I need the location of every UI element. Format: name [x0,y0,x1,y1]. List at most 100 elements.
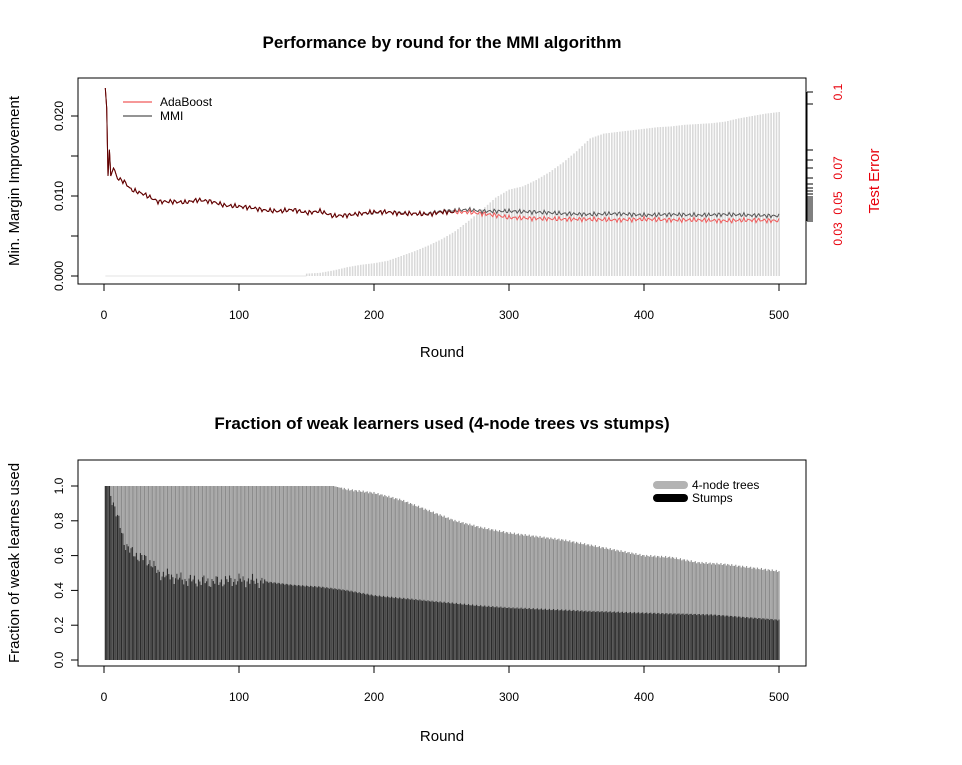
stumps-bar [131,547,133,660]
trees-bar [226,486,228,660]
stumps-bar [775,619,777,660]
stumps-bar [353,592,355,660]
trees-bar [315,486,317,660]
trees-bar [264,486,266,660]
trees-bar [744,567,746,660]
stumps-bar [569,609,571,660]
stumps-bar [679,614,681,660]
stumps-bar [273,582,275,660]
stumps-bar [705,614,707,660]
stumps-bar [177,579,179,660]
test-error-bar [654,127,656,277]
stumps-bar [759,618,761,660]
stumps-bar [351,591,353,660]
stumps-bar [145,555,147,660]
trees-bar [505,531,507,660]
trees-bar [565,539,567,660]
trees-bar [540,537,542,660]
test-error-bar [530,182,532,276]
trees-bar [287,486,289,660]
trees-bar [246,486,248,660]
test-error-bar [702,123,705,277]
stumps-bar [377,596,379,660]
trees-bar [528,534,530,660]
trees-bar [354,489,356,660]
stumps-bar [562,610,564,660]
stumps-bar [601,611,603,660]
stumps-bar [733,616,735,660]
trees-bar [308,486,310,660]
trees-bar [320,486,322,660]
trees-bar [747,567,749,660]
stumps-bar [535,609,537,660]
trees-bar [698,562,700,660]
trees-bar [559,540,561,660]
test-error-bar [759,114,762,276]
trees-bar [196,486,198,660]
trees-bar [501,531,503,660]
stumps-bar [343,590,345,660]
stumps-bar [208,586,210,660]
trees-bar [380,494,382,660]
trees-bar [519,535,521,660]
trees-bar [526,535,528,660]
stumps-bar [724,616,726,660]
x-axis-label: Round [420,344,464,361]
stumps-bar [512,607,514,660]
test-error-bar [656,127,659,276]
stumps-bar [520,607,522,660]
stumps-bar [623,612,625,660]
trees-bar [450,518,452,660]
y-tick-label: 0.0 [52,651,66,668]
trees-bar [301,486,303,660]
stumps-bar [118,515,120,660]
stumps-bar [597,610,599,660]
trees-bar [523,535,525,660]
trees-bar [304,486,306,660]
trees-bar [520,533,522,660]
stumps-bar [546,609,548,660]
stumps-bar [148,564,150,660]
stumps-bar [584,611,586,660]
stumps-bar [555,609,557,660]
test-error-bar [443,237,446,276]
trees-bar [542,537,544,660]
stumps-bar [578,611,580,660]
trees-bar [713,563,715,660]
test-error-bar [746,116,748,277]
trees-bar [666,557,668,660]
stumps-bar [134,556,136,660]
stumps-bar [280,584,282,660]
stumps-bar [486,606,488,660]
stumps-bar [423,599,425,660]
trees-bar [254,486,256,660]
test-error-bar [540,176,543,276]
test-error-bar [773,112,775,276]
stumps-bar [519,608,521,660]
test-error-bar [673,126,675,276]
test-error-bar [473,216,475,276]
stumps-bar [608,611,610,660]
trees-bar [278,486,281,660]
trees-bar [717,564,719,660]
trees-bar [697,562,699,660]
test-error-bar [716,122,718,276]
test-error-bar [343,267,346,276]
trees-bar [364,492,366,660]
stumps-bar [716,615,718,660]
trees-bar [731,564,733,660]
stumps-bar [615,612,617,660]
stumps-bar [504,606,506,660]
stumps-bar [328,588,330,660]
trees-bar [615,551,617,660]
stumps-bar [450,603,452,660]
test-error-bar [527,183,529,276]
trees-bar [531,535,533,660]
stumps-bar [616,612,618,660]
stumps-bar [330,587,332,660]
stumps-bar [473,605,475,660]
trees-bar [755,569,757,660]
trees-bar [334,486,336,660]
stumps-bar [210,586,212,660]
stumps-bar [246,581,248,660]
